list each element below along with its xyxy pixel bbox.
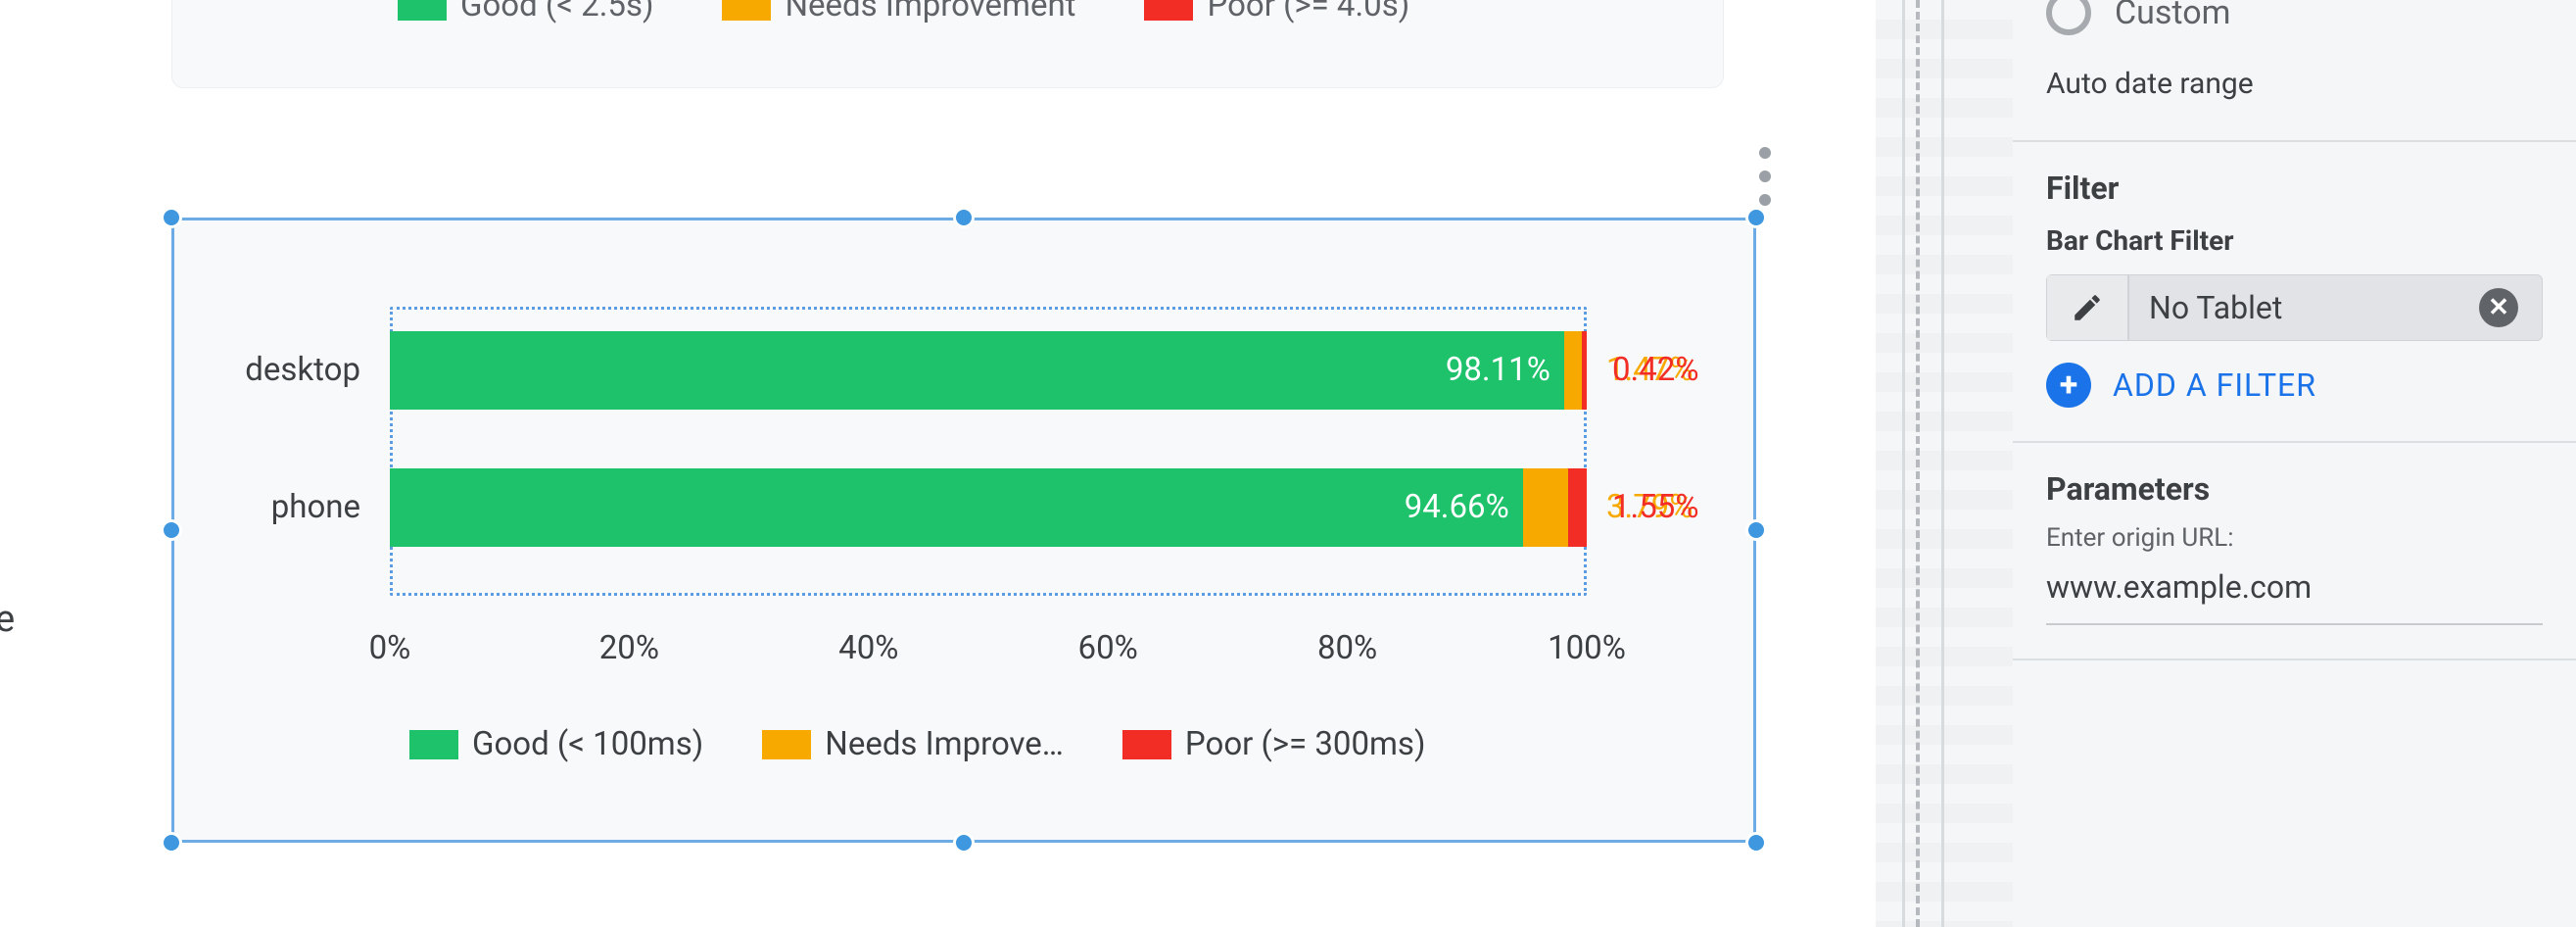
- clipped-left-letter: e: [0, 598, 15, 641]
- bar-segment-warn: [1523, 468, 1568, 547]
- parameters-section: Parameters Enter origin URL:: [2013, 441, 2576, 659]
- panel-spacer: [2013, 659, 2576, 721]
- add-filter-label: ADD A FILTER: [2113, 366, 2316, 404]
- bar-segment-good: [390, 331, 1564, 410]
- x-axis-tick: 40%: [838, 629, 898, 667]
- selection-handle[interactable]: [953, 207, 975, 228]
- selection-handle[interactable]: [1745, 207, 1767, 228]
- bar-category-label: phone: [204, 468, 390, 547]
- legend-warn-swatch: [762, 730, 811, 759]
- origin-url-label: Enter origin URL:: [2046, 523, 2543, 553]
- bar-segment-good: [390, 468, 1523, 547]
- x-axis-tick: 80%: [1317, 629, 1377, 667]
- legend-good-label: Good (< 100ms): [472, 725, 703, 763]
- filter-remove-icon[interactable]: ✕: [2479, 288, 2518, 327]
- filter-chip-label: No Tablet: [2129, 289, 2479, 326]
- legend-poor-label: Poor (>= 300ms): [1185, 725, 1426, 763]
- bar-row: desktop98.11%1.47%0.42%: [390, 331, 1587, 410]
- upper-chart-card: Good (< 2.5s) Needs Improvement Poor (>=…: [171, 0, 1724, 88]
- plus-icon: +: [2046, 363, 2091, 408]
- add-filter-button[interactable]: + ADD A FILTER: [2046, 363, 2543, 408]
- bar-chart-legend: Good (< 100ms) Needs Improve… Poor (>= 3…: [409, 725, 1425, 763]
- selection-handle[interactable]: [161, 832, 182, 854]
- bar-category-label: desktop: [204, 331, 390, 410]
- bar-overflow-label-poor: 0.42%: [1612, 331, 1699, 410]
- legend-good-swatch: [409, 730, 458, 759]
- selection-handle[interactable]: [161, 207, 182, 228]
- selection-handle[interactable]: [953, 832, 975, 854]
- bar-track: [390, 331, 1587, 410]
- chart-overflow-menu-icon[interactable]: [1745, 147, 1785, 206]
- legend-good: Good (< 2.5s): [398, 0, 653, 24]
- parameters-section-header: Parameters: [2046, 470, 2543, 508]
- x-axis-tick: 60%: [1078, 629, 1138, 667]
- edit-icon[interactable]: [2047, 275, 2129, 340]
- filter-section: Filter Bar Chart Filter No Tablet ✕ + AD…: [2013, 140, 2576, 441]
- x-axis-tick: 100%: [1548, 629, 1626, 667]
- auto-date-range-button[interactable]: Auto date range: [2013, 53, 2576, 140]
- bar-segment-warn: [1564, 331, 1582, 410]
- selection-handle[interactable]: [1745, 832, 1767, 854]
- legend-poor: Poor (>= 4.0s): [1144, 0, 1409, 24]
- report-canvas[interactable]: Good (< 2.5s) Needs Improvement Poor (>=…: [0, 0, 1876, 927]
- filter-subsection-header: Bar Chart Filter: [2046, 224, 2543, 257]
- legend-warn: Needs Improvement: [722, 0, 1075, 24]
- legend-poor-swatch: [1122, 730, 1171, 759]
- legend-poor-swatch: [1144, 0, 1193, 21]
- bar-row: phone94.66%3.79%1.55%: [390, 468, 1587, 547]
- x-axis-tick: 20%: [599, 629, 659, 667]
- upper-chart-legend: Good (< 2.5s) Needs Improvement Poor (>=…: [398, 0, 1409, 24]
- legend-warn-label: Needs Improvement: [785, 0, 1075, 24]
- legend-warn-swatch: [722, 0, 771, 21]
- bar-overflow-label-poor: 1.55%: [1612, 468, 1699, 547]
- legend-poor-label: Poor (>= 4.0s): [1207, 0, 1409, 24]
- properties-panel: Custom Auto date range Filter Bar Chart …: [2013, 0, 2576, 927]
- bar-segment-label: 98.11%: [1446, 331, 1550, 410]
- legend-warn: Needs Improve…: [762, 725, 1064, 763]
- x-axis-tick: 0%: [369, 629, 411, 667]
- bar-segment-poor: [1568, 468, 1587, 547]
- page-break-guide[interactable]: [1902, 0, 1961, 927]
- legend-poor: Poor (>= 300ms): [1122, 725, 1426, 763]
- filter-chip[interactable]: No Tablet ✕: [2046, 274, 2543, 341]
- origin-url-input[interactable]: [2046, 553, 2543, 625]
- legend-good-label: Good (< 2.5s): [460, 0, 653, 24]
- bar-segment-poor: [1582, 331, 1587, 410]
- date-range-custom-label: Custom: [2115, 0, 2230, 32]
- filter-section-header: Filter: [2046, 170, 2543, 207]
- selection-handle[interactable]: [161, 519, 182, 541]
- bar-segment-label: 94.66%: [1405, 468, 1509, 547]
- selection-handle[interactable]: [1745, 519, 1767, 541]
- radio-unchecked-icon: [2046, 0, 2091, 35]
- date-range-custom-option[interactable]: Custom: [2013, 0, 2576, 53]
- legend-warn-label: Needs Improve…: [825, 725, 1064, 763]
- legend-good: Good (< 100ms): [409, 725, 703, 763]
- legend-good-swatch: [398, 0, 447, 21]
